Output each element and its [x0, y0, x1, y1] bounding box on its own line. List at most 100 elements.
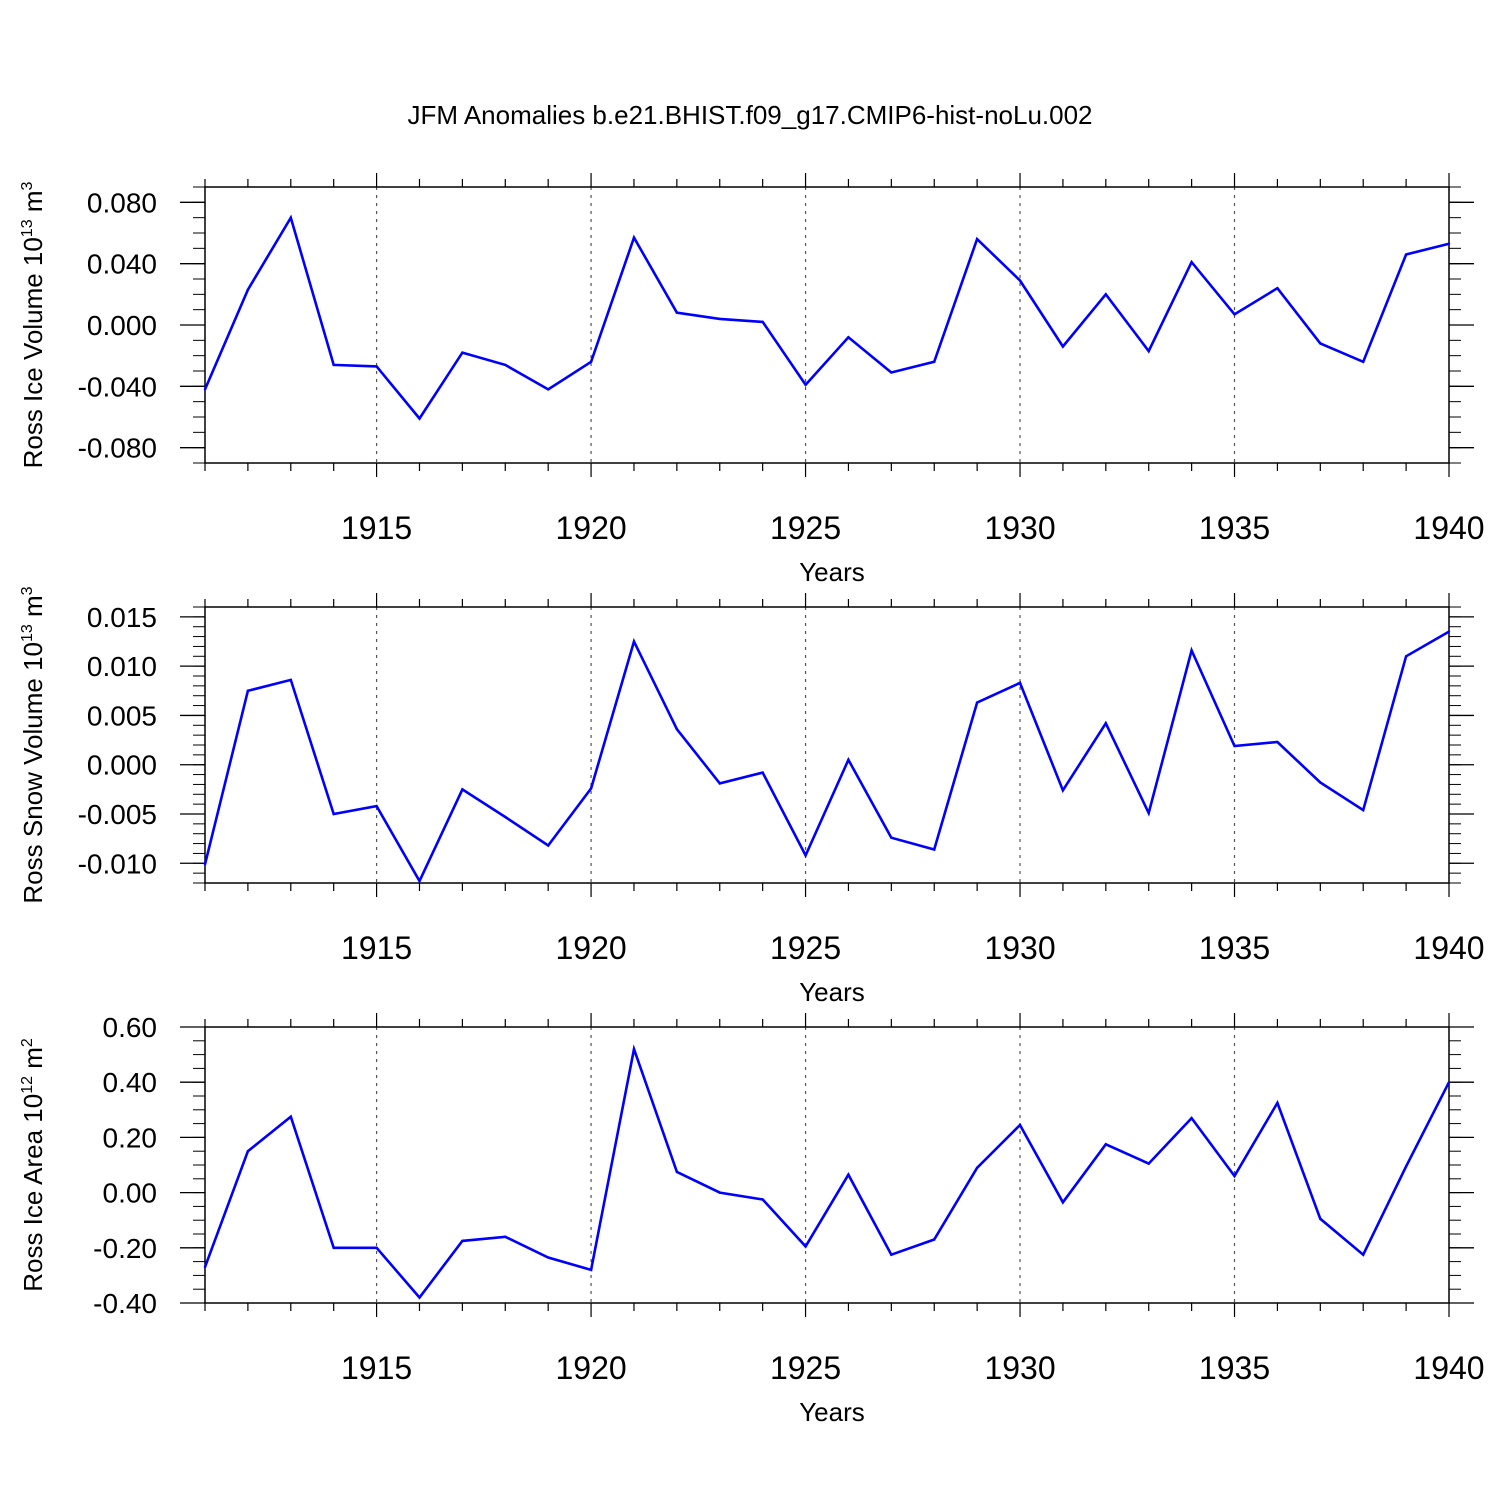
y-tick-label: 0.20: [103, 1122, 158, 1153]
series-line-snow-volume: [203, 630, 1450, 884]
data-point: [332, 1246, 335, 1250]
y-tick-label: 0.015: [87, 602, 157, 633]
y-tick-label: -0.080: [78, 433, 157, 464]
data-point: [1362, 1253, 1365, 1256]
series-line-ice-area: [203, 1044, 1451, 1300]
data-point: [1404, 1165, 1408, 1168]
data-point: [1190, 1116, 1193, 1120]
data-point: [1319, 1217, 1322, 1221]
x-tick-label: 1935: [1199, 1350, 1270, 1386]
data-point: [1104, 1143, 1108, 1146]
x-axis-title: Years: [799, 557, 865, 587]
data-point: [418, 1296, 421, 1299]
data-point: [718, 782, 721, 785]
data-point: [589, 787, 593, 790]
data-point: [1018, 1123, 1022, 1127]
data-point: [632, 640, 636, 643]
data-point: [675, 1170, 679, 1174]
x-tick-label: 1920: [555, 510, 626, 546]
data-point: [203, 863, 207, 866]
data-point: [332, 812, 335, 816]
x-tick-label: 1915: [341, 930, 412, 966]
y-tick-label: 0.080: [87, 187, 157, 218]
data-point: [504, 363, 507, 367]
data-point: [246, 1150, 250, 1153]
x-tick-label: 1915: [341, 1350, 412, 1386]
data-point: [418, 879, 421, 883]
data-point: [1147, 349, 1150, 353]
data-point: [289, 678, 292, 682]
data-point: [632, 1047, 636, 1051]
x-tick-label: 1940: [1413, 930, 1484, 966]
data-point: [1404, 655, 1408, 658]
data-point: [1447, 630, 1451, 633]
x-tick-label: 1940: [1413, 1350, 1484, 1386]
data-point: [890, 836, 893, 839]
data-point: [632, 236, 636, 239]
x-axis-title: Years: [799, 1397, 865, 1427]
data-point: [375, 804, 378, 808]
data-point: [1276, 740, 1279, 744]
y-tick-label: 0.40: [103, 1067, 158, 1098]
y-axis-title: Ross Snow Volume 1013 m3: [18, 586, 48, 903]
y-tick-label: -0.005: [78, 799, 157, 830]
data-point: [1362, 808, 1365, 812]
data-point: [375, 1246, 378, 1250]
data-point: [461, 351, 464, 354]
data-point: [289, 1115, 292, 1118]
data-point: [1061, 1201, 1065, 1204]
data-point: [1276, 1101, 1279, 1105]
data-point: [289, 216, 292, 219]
x-tick-label: 1925: [770, 1350, 841, 1386]
y-tick-label: 0.000: [87, 310, 157, 341]
x-tick-label: 1915: [341, 510, 412, 546]
data-point: [504, 815, 507, 819]
data-point: [1061, 345, 1065, 348]
data-point: [1104, 722, 1108, 725]
plot-frame: [204, 1026, 1450, 1304]
data-point: [804, 854, 807, 857]
y-axis-title: Ross Ice Volume 1013 m3: [18, 181, 48, 468]
y-tick-label: 0.00: [103, 1178, 158, 1209]
data-point: [589, 1268, 593, 1272]
x-tick-label: 1920: [555, 1350, 626, 1386]
data-point: [761, 1198, 764, 1201]
plot-frame: [204, 606, 1450, 884]
chart-title: JFM Anomalies b.e21.BHIST.f09_g17.CMIP6-…: [407, 100, 1092, 130]
data-point: [804, 383, 807, 386]
y-tick-label: 0.040: [87, 249, 157, 280]
x-tick-label: 1930: [984, 510, 1055, 546]
data-point: [1018, 681, 1022, 685]
y-tick-label: 0.60: [103, 1012, 158, 1043]
x-axis-title: Years: [799, 977, 865, 1007]
y-tick-label: -0.040: [78, 371, 157, 402]
data-point: [1404, 253, 1408, 256]
data-point: [1319, 781, 1322, 784]
x-tick-label: 1935: [1199, 930, 1270, 966]
data-point: [461, 788, 464, 791]
data-point: [1319, 342, 1322, 345]
data-point: [890, 371, 893, 374]
data-point: [1362, 360, 1365, 363]
data-point: [375, 365, 378, 368]
data-point: [1061, 789, 1065, 792]
x-tick-label: 1930: [984, 1350, 1055, 1386]
x-tick-label: 1920: [555, 930, 626, 966]
data-point: [933, 848, 936, 851]
data-point: [718, 317, 721, 321]
y-tick-label: -0.20: [93, 1233, 157, 1264]
y-axis-title: Ross Ice Area 1012 m2: [18, 1038, 48, 1292]
data-point: [461, 1239, 464, 1243]
y-tick-label: -0.40: [93, 1288, 157, 1319]
data-point: [933, 1238, 936, 1241]
data-point: [1447, 242, 1451, 245]
data-point: [1276, 287, 1279, 290]
x-tick-label: 1925: [770, 510, 841, 546]
plot-frame: [204, 186, 1450, 464]
data-point: [975, 1166, 979, 1169]
data-point: [246, 689, 250, 692]
data-point: [1104, 293, 1108, 296]
y-tick-label: 0.010: [87, 651, 157, 682]
